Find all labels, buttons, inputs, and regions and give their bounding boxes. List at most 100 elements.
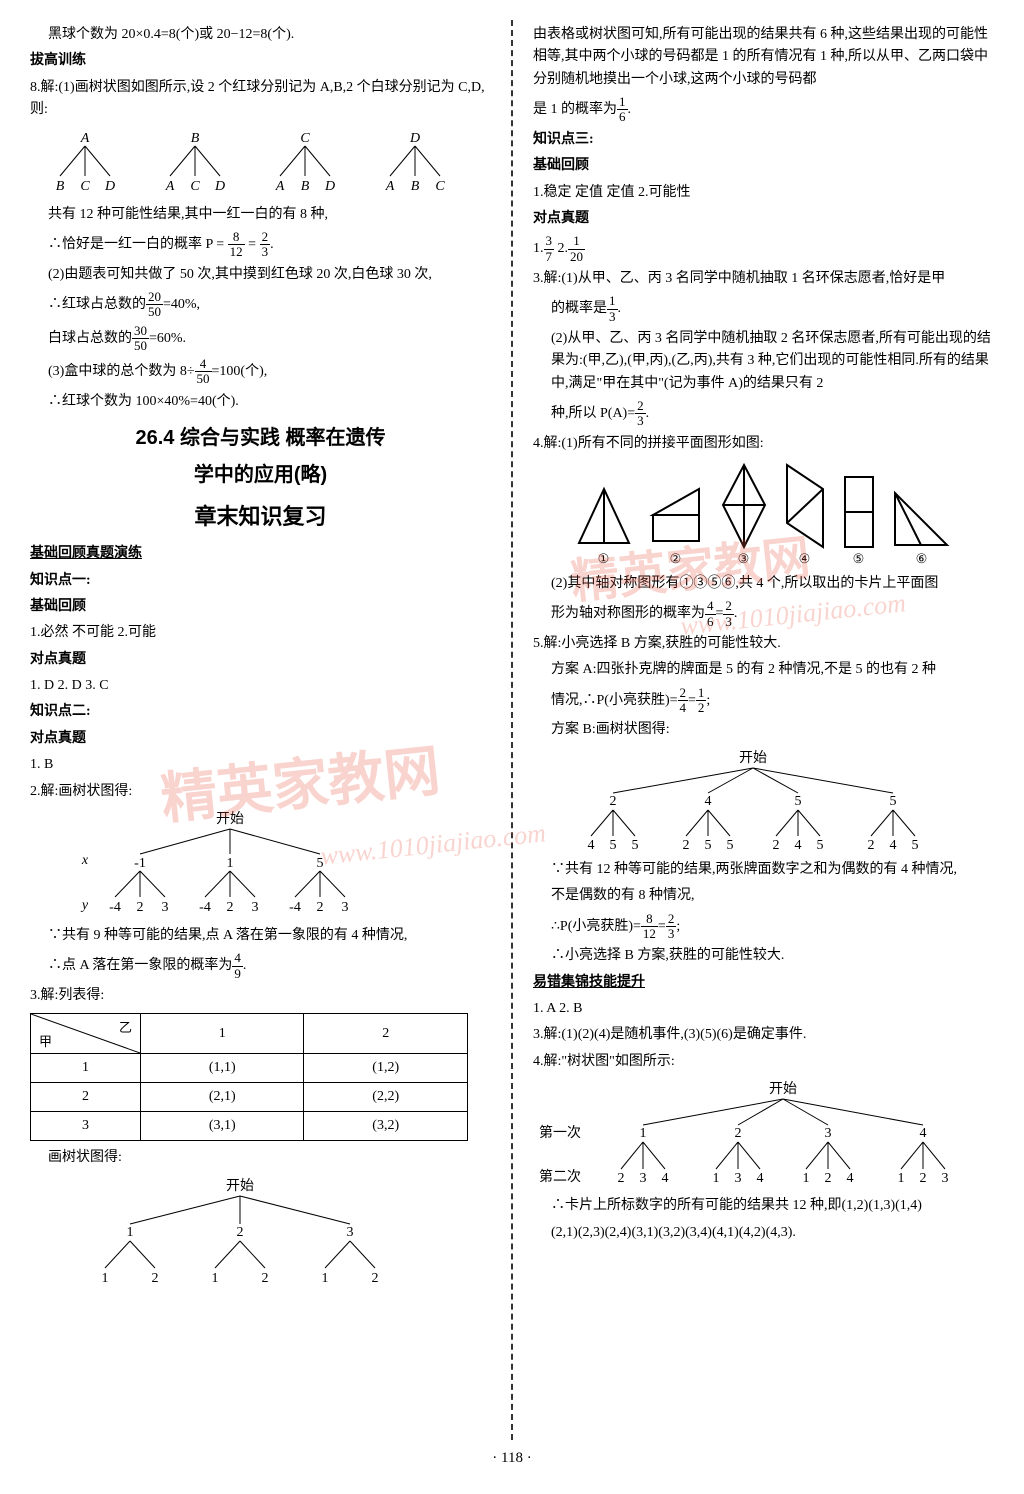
kp-heading: 知识点二:: [30, 701, 491, 723]
svg-text:D: D: [409, 131, 420, 146]
svg-text:3: 3: [735, 1171, 742, 1186]
shapes-figure: ① ② ③ ④ ⑤ ⑥: [533, 461, 994, 567]
text: 由表格或树状图可知,所有可能出现的结果共有 6 种,这些结果出现的可能性相等,其…: [533, 24, 994, 91]
text: ∴卡片上所标数字的所有可能的结果共 12 种,即(1,2)(1,3)(1,4): [533, 1195, 994, 1217]
svg-text:4: 4: [662, 1171, 669, 1186]
tree-diagram-1: A BCD B ACD C ABD D: [30, 128, 491, 198]
svg-text:B: B: [301, 179, 310, 194]
svg-text:3: 3: [342, 900, 349, 915]
table-row: 1(1,1)(1,2): [31, 1054, 468, 1083]
text: ∴红球个数为 100×40%=40(个).: [30, 391, 491, 413]
text: (2)由题表可知共做了 50 次,其中摸到红色球 20 次,白色球 30 次,: [30, 264, 491, 286]
table-row: 2(2,1)(2,2): [31, 1083, 468, 1112]
text: 5.解:小亮选择 B 方案,获胜的可能性较大.: [533, 633, 994, 655]
text: ∴点 A 落在第一象限的概率为49.: [30, 951, 491, 981]
text: (2)其中轴对称图形有①③⑤⑥,共 4 个,所以取出的卡片上平面图: [533, 573, 994, 595]
text: 是 1 的概率为16.: [533, 95, 994, 125]
table-row: 3(3,1)(3,2): [31, 1112, 468, 1141]
svg-text:4: 4: [920, 1126, 927, 1141]
svg-text:2: 2: [735, 1126, 742, 1141]
svg-text:1: 1: [322, 1271, 329, 1286]
text: 方案 B:画树状图得:: [533, 719, 994, 741]
svg-text:2: 2: [262, 1271, 269, 1286]
svg-text:开始: 开始: [226, 1178, 254, 1194]
svg-text:D: D: [104, 179, 115, 194]
tree-diagram-3: 开始 123 12 12 12: [30, 1176, 491, 1286]
svg-text:5: 5: [912, 838, 919, 853]
left-column: 黑球个数为 20×0.4=8(个)或 20−12=8(个). 拔高训练 8.解:…: [30, 20, 491, 1440]
text: 黑球个数为 20×0.4=8(个)或 20−12=8(个).: [30, 24, 491, 46]
probability-table: 乙 甲 1 2 1(1,1)(1,2) 2(2,1)(2,2) 3(3,1)(3…: [30, 1013, 468, 1141]
svg-text:5: 5: [610, 838, 617, 853]
svg-text:5: 5: [705, 838, 712, 853]
text: 形为轴对称图形的概率为46=23.: [533, 599, 994, 629]
svg-text:-1: -1: [134, 856, 146, 871]
page-number: · 118 ·: [30, 1450, 994, 1467]
table-header: 2: [304, 1014, 467, 1054]
svg-text:1: 1: [713, 1171, 720, 1186]
text: (2,1)(2,3)(2,4)(3,1)(3,2)(3,4)(4,1)(4,2)…: [533, 1222, 994, 1244]
svg-text:3: 3: [825, 1126, 832, 1141]
svg-text:2: 2: [683, 838, 690, 853]
text: 1. D 2. D 3. C: [30, 675, 491, 697]
svg-text:5: 5: [795, 794, 802, 809]
svg-text:开始: 开始: [739, 750, 767, 766]
svg-text:5: 5: [632, 838, 639, 853]
svg-text:5: 5: [817, 838, 824, 853]
svg-text:1: 1: [102, 1271, 109, 1286]
svg-text:1: 1: [212, 1271, 219, 1286]
svg-text:A: A: [275, 179, 285, 194]
svg-text:3: 3: [162, 900, 169, 915]
heading: 对点真题: [30, 649, 491, 671]
svg-text:B: B: [191, 131, 200, 146]
section-title: 26.4 综合与实践 概率在遗传: [30, 421, 491, 450]
heading: 对点真题: [30, 728, 491, 750]
kp-heading: 知识点三:: [533, 129, 994, 151]
svg-text:A: A: [80, 131, 90, 146]
text: ∵共有 12 种等可能的结果,两张牌面数字之和为偶数的有 4 种情况,: [533, 859, 994, 881]
svg-text:B: B: [56, 179, 65, 194]
text: 1.37 2.120: [533, 234, 994, 264]
text: 1. A 2. B: [533, 998, 994, 1020]
svg-text:1: 1: [127, 1225, 134, 1240]
kp-heading: 知识点一:: [30, 570, 491, 592]
svg-text:2: 2: [618, 1171, 625, 1186]
svg-text:D: D: [324, 179, 335, 194]
svg-text:4: 4: [588, 838, 595, 853]
text: 共有 12 种可能性结果,其中一红一白的有 8 种,: [30, 204, 491, 226]
right-column: 由表格或树状图可知,所有可能出现的结果共有 6 种,这些结果出现的可能性相等,其…: [533, 20, 994, 1440]
text: 1. B: [30, 754, 491, 776]
chapter-review-title: 章末知识复习: [30, 499, 491, 531]
svg-text:A: A: [385, 179, 395, 194]
svg-text:3: 3: [640, 1171, 647, 1186]
svg-text:2: 2: [868, 838, 875, 853]
svg-text:5: 5: [890, 794, 897, 809]
svg-text:x: x: [81, 853, 89, 868]
text: 8.解:(1)画树状图如图所示,设 2 个红球分别记为 A,B,2 个白球分别记…: [30, 77, 491, 122]
text: 的概率是13.: [533, 294, 994, 324]
svg-text:1: 1: [640, 1126, 647, 1141]
svg-text:3: 3: [252, 900, 259, 915]
section-title: 学中的应用(略): [30, 458, 491, 487]
svg-text:4: 4: [847, 1171, 854, 1186]
heading: 基础回顾: [30, 596, 491, 618]
text: 3.解:(1)(2)(4)是随机事件,(3)(5)(6)是确定事件.: [533, 1024, 994, 1046]
svg-text:2: 2: [152, 1271, 159, 1286]
section-heading: 拔高训练: [30, 50, 491, 72]
text: 2.解:画树状图得:: [30, 781, 491, 803]
text: ∴小亮选择 B 方案,获胜的可能性较大.: [533, 945, 994, 967]
svg-text:2: 2: [317, 900, 324, 915]
svg-text:C: C: [80, 179, 90, 194]
svg-text:开始: 开始: [216, 811, 244, 827]
svg-text:3: 3: [347, 1225, 354, 1240]
svg-text:2: 2: [825, 1171, 832, 1186]
text: 4.解:(1)所有不同的拼接平面图形如图:: [533, 433, 994, 455]
heading: 基础回顾: [533, 155, 994, 177]
svg-text:4: 4: [705, 794, 712, 809]
svg-text:2: 2: [227, 900, 234, 915]
text: 4.解:"树状图"如图所示:: [533, 1051, 994, 1073]
svg-text:A: A: [165, 179, 175, 194]
svg-text:1: 1: [898, 1171, 905, 1186]
text: (3)盒中球的总个数为 8÷450=100(个),: [30, 357, 491, 387]
svg-text:-4: -4: [109, 900, 121, 915]
